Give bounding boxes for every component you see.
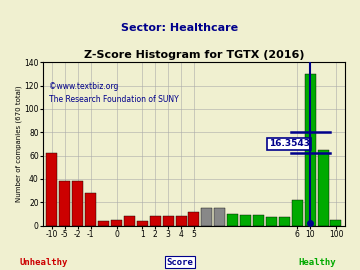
Bar — [98, 221, 109, 226]
Bar — [201, 208, 212, 226]
Bar — [85, 193, 96, 226]
Bar — [72, 181, 83, 226]
Bar — [318, 150, 329, 226]
Bar — [227, 214, 238, 226]
Bar — [59, 181, 70, 226]
Bar — [46, 153, 58, 226]
Text: The Research Foundation of SUNY: The Research Foundation of SUNY — [49, 95, 179, 104]
Y-axis label: Number of companies (670 total): Number of companies (670 total) — [15, 86, 22, 202]
Bar — [305, 74, 316, 226]
Text: ©www.textbiz.org: ©www.textbiz.org — [49, 82, 118, 91]
Title: Z-Score Histogram for TGTX (2016): Z-Score Histogram for TGTX (2016) — [84, 50, 304, 60]
Text: Score: Score — [167, 258, 193, 266]
Bar — [292, 200, 303, 226]
Bar — [150, 216, 161, 226]
Bar — [240, 215, 251, 226]
Bar — [279, 217, 290, 226]
Bar — [176, 216, 186, 226]
Bar — [137, 221, 148, 226]
Bar — [189, 212, 199, 226]
Text: 16.3543: 16.3543 — [269, 139, 310, 148]
Text: Healthy: Healthy — [298, 258, 336, 266]
Bar — [124, 216, 135, 226]
Bar — [111, 220, 122, 226]
Bar — [214, 208, 225, 226]
Text: Sector: Healthcare: Sector: Healthcare — [121, 23, 239, 33]
Bar — [253, 215, 264, 226]
Bar — [266, 217, 277, 226]
Text: Unhealthy: Unhealthy — [19, 258, 67, 266]
Bar — [330, 220, 341, 226]
Bar — [163, 216, 174, 226]
